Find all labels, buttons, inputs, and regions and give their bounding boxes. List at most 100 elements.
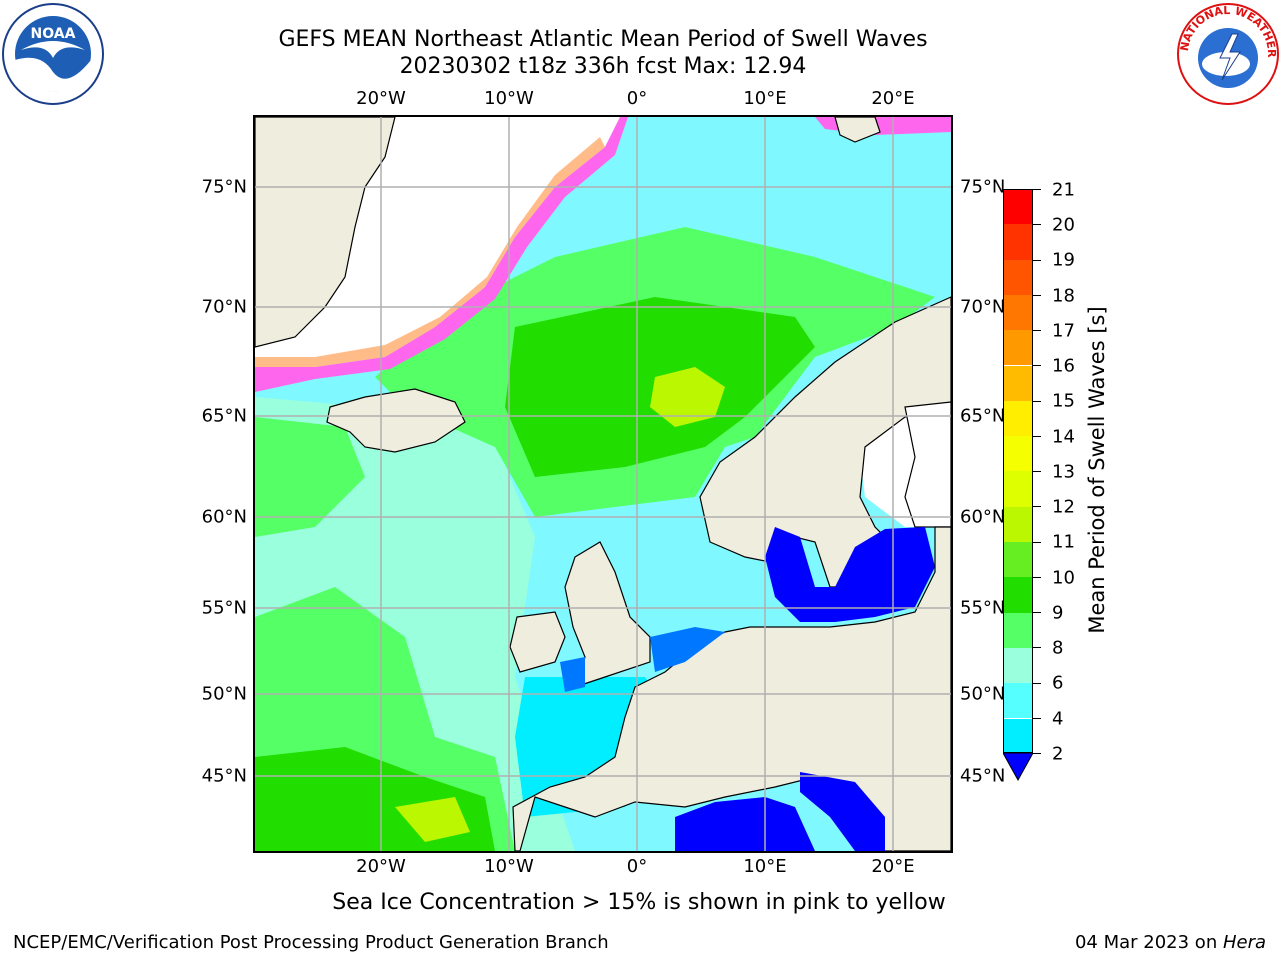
lat-label-right-65n: 65°N (960, 405, 1006, 427)
colorbar-seg-0 (1003, 189, 1033, 225)
land-ireland (509, 611, 566, 673)
colorbar-tick (1033, 647, 1041, 649)
lon-label-top-0: 0° (626, 88, 648, 109)
land-greenland (255, 117, 396, 348)
colorbar-tick-label-11: 11 (1052, 531, 1075, 553)
colorbar-tick (1033, 435, 1041, 437)
lat-label-left-45n: 45°N (201, 765, 247, 787)
colorbar-tick-label-8: 8 (1052, 637, 1064, 659)
colorbar-tick-label-9: 9 (1052, 602, 1064, 624)
colorbar-seg-2 (1003, 259, 1033, 295)
colorbar-seg-15 (1003, 718, 1033, 754)
colorbar-seg-9 (1003, 506, 1033, 542)
colorbar-tick-label-20: 20 (1052, 214, 1075, 236)
field-zone-yellowgreen-sw (395, 797, 470, 842)
field-zone-yellowgreen (650, 367, 725, 427)
colorbar-tick (1033, 189, 1041, 190)
lon-label-top-10w: 10°W (484, 88, 534, 109)
lon-label-top-20e: 20°E (871, 88, 915, 109)
colorbar-tick (1033, 753, 1041, 754)
lat-label-right-50n: 50°N (960, 683, 1006, 705)
lon-label-top-10e: 10°E (743, 88, 787, 109)
footer-date: 04 Mar 2023 on Hera (1075, 932, 1266, 953)
colorbar-tick (1033, 576, 1041, 578)
sea-north-sea-south (650, 627, 725, 672)
land-iceland (326, 388, 466, 453)
lat-label-left-60n: 60°N (201, 506, 247, 528)
sea-irish (560, 657, 585, 692)
footer-host: Hera (1222, 932, 1266, 953)
colorbar-seg-1 (1003, 224, 1033, 260)
colorbar-tick (1033, 471, 1041, 472)
colorbar-tick-label-12: 12 (1052, 496, 1075, 518)
colorbar-seg-8 (1003, 471, 1033, 507)
colorbar-seg-5 (1003, 365, 1033, 401)
lon-label-top-20w: 20°W (356, 88, 406, 109)
sea-ice-note: Sea Ice Concentration > 15% is shown in … (332, 890, 946, 915)
colorbar-extend-arrow (1003, 753, 1033, 781)
lat-label-right-75n: 75°N (960, 176, 1006, 198)
colorbar-tick (1033, 717, 1041, 719)
chart-title: GEFS MEAN Northeast Atlantic Mean Period… (278, 27, 928, 52)
colorbar-seg-6 (1003, 400, 1033, 437)
colorbar-tick-label-19: 19 (1052, 249, 1075, 271)
colorbar-tick (1033, 224, 1041, 226)
noaa-logo: NOAA (2, 3, 104, 105)
colorbar-tick-label-6: 6 (1052, 672, 1064, 694)
colorbar-border (1003, 189, 1033, 753)
colorbar-seg-3 (1003, 294, 1033, 331)
map-frame (253, 115, 953, 853)
land-great-britain (564, 541, 651, 688)
footer-credit: NCEP/EMC/Verification Post Processing Pr… (13, 932, 609, 953)
colorbar-tick (1033, 682, 1041, 684)
colorbar-tick-label-15: 15 (1052, 390, 1075, 412)
colorbar-tick (1033, 612, 1041, 613)
colorbar-seg-10 (1003, 542, 1033, 578)
colorbar-seg-4 (1003, 330, 1033, 366)
colorbar-seg-13 (1003, 647, 1033, 684)
colorbar-seg-7 (1003, 436, 1033, 472)
lat-label-right-60n: 60°N (960, 506, 1006, 528)
colorbar-tick-label-10: 10 (1052, 567, 1075, 589)
colorbar-tick-label-18: 18 (1052, 285, 1075, 307)
colorbar-title: Mean Period of Swell Waves [s] (1085, 306, 1109, 634)
colorbar-seg-14 (1003, 683, 1033, 719)
colorbar-tick (1033, 365, 1041, 367)
lat-label-left-50n: 50°N (201, 683, 247, 705)
lon-label-bottom-10e: 10°E (743, 856, 787, 877)
land-svalbard (834, 117, 881, 143)
colorbar-tick (1033, 541, 1041, 543)
field-zone-green-west (255, 417, 365, 537)
lat-label-right-45n: 45°N (960, 765, 1006, 787)
swell-period-map (255, 117, 951, 851)
colorbar-tick (1033, 259, 1041, 261)
sea-mediterranean (675, 797, 815, 851)
lat-label-left-70n: 70°N (201, 296, 247, 318)
colorbar-tick-label-4: 4 (1052, 708, 1064, 730)
colorbar-seg-11 (1003, 577, 1033, 613)
colorbar-tick-label-2: 2 (1052, 743, 1064, 765)
land-finland (904, 401, 951, 528)
lon-label-bottom-0: 0° (626, 856, 648, 877)
lat-label-left-75n: 75°N (201, 176, 247, 198)
colorbar-tick-label-21: 21 (1052, 179, 1075, 201)
sea-ice-edge (255, 117, 628, 392)
lat-label-left-65n: 65°N (201, 405, 247, 427)
colorbar-tick-label-14: 14 (1052, 426, 1075, 448)
chart-subtitle: 20230302 t18z 336h fcst Max: 12.94 (399, 54, 807, 79)
lat-label-right-55n: 55°N (960, 597, 1006, 619)
colorbar-seg-12 (1003, 612, 1033, 648)
colorbar-tick-label-17: 17 (1052, 320, 1075, 342)
colorbar-tick (1033, 330, 1041, 331)
land-europe (512, 526, 951, 851)
colorbar-tick (1033, 294, 1041, 296)
colorbar-tick (1033, 506, 1041, 508)
lon-label-bottom-10w: 10°W (484, 856, 534, 877)
lon-label-bottom-20e: 20°E (871, 856, 915, 877)
lat-label-right-70n: 70°N (960, 296, 1006, 318)
colorbar-tick (1033, 400, 1041, 402)
noaa-logo-text: NOAA (31, 26, 76, 42)
colorbar-tick-label-16: 16 (1052, 355, 1075, 377)
footer-date-text: 04 Mar 2023 on (1074, 932, 1223, 953)
gridlines (255, 117, 951, 851)
